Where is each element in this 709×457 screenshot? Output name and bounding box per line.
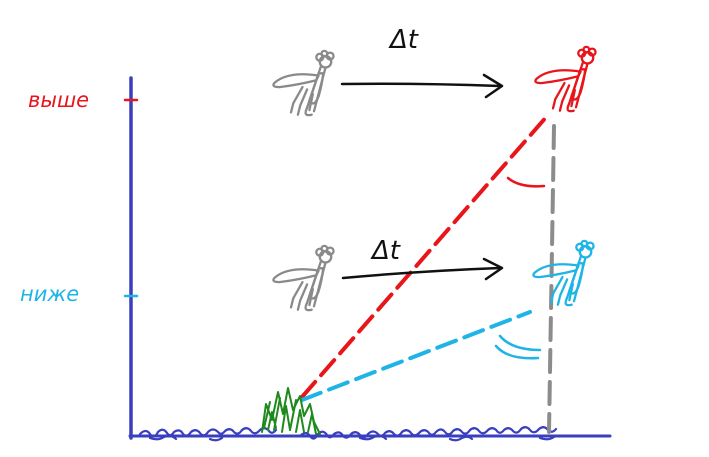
angle-arc-lower: [494, 334, 542, 360]
delta-t-label-top: Δt: [388, 25, 419, 55]
motion-arrow-bottom: [341, 257, 504, 281]
angle-arc-higher: [506, 176, 546, 188]
fly-icon-higher: [534, 45, 597, 113]
label-lower: ниже: [20, 282, 79, 306]
grass-tuft-icon: [261, 387, 321, 435]
vertical-guide-line: [547, 124, 556, 434]
ground-line: [128, 426, 612, 442]
sight-line-lower: [300, 310, 532, 402]
fly-icon-lower: [532, 239, 595, 307]
fly-icon-past-bottom: [272, 244, 335, 312]
sight-line-higher: [300, 113, 550, 399]
motion-arrow-top: [340, 73, 504, 99]
fly-icon-past-top: [272, 49, 335, 117]
delta-t-label-bottom: Δt: [370, 236, 401, 266]
label-higher: выше: [28, 88, 89, 112]
